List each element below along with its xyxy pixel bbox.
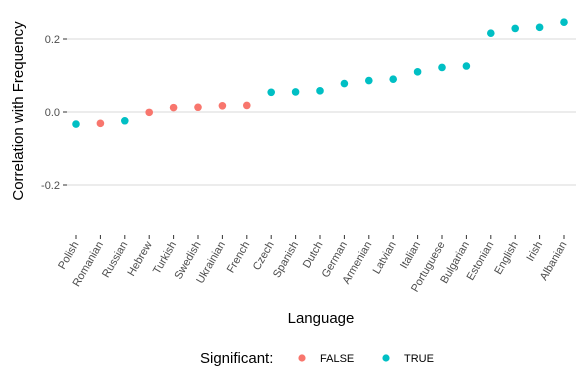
point-romanian [96,119,105,128]
legend-key-false [298,354,306,362]
point-italian [413,68,422,76]
legend-label-false: FALSE [320,353,354,365]
point-english [511,24,519,33]
y-tick-label: 0.2 [45,34,60,46]
legend-key-true [382,354,390,362]
legend-title: Significant: [200,350,273,367]
point-french [243,101,251,110]
point-irish [535,23,544,32]
point-bulgarian [462,62,471,70]
point-estonian [487,29,495,37]
point-polish [72,120,80,128]
point-hebrew [145,108,153,117]
point-german [340,79,349,88]
point-spanish [291,88,300,96]
point-russian [121,116,129,125]
point-albanian [560,18,568,27]
point-swedish [194,103,202,112]
point-latvian [389,75,398,83]
point-armenian [365,76,373,85]
legend: Significant: FALSE TRUE [200,350,434,367]
point-czech [267,88,276,97]
y-tick-label: -0.2 [41,180,60,192]
data-points [72,18,568,128]
y-axis-title: Correlation with Frequency [10,21,27,201]
x-axis-title: Language [288,310,355,327]
point-dutch [316,87,324,95]
legend-label-true: TRUE [404,353,434,365]
y-tick-label: 0.0 [45,107,60,119]
point-portuguese [438,63,446,72]
point-ukrainian [218,101,227,110]
y-axis-ticks: 0.2 0.0 -0.2 [41,34,67,192]
point-turkish [169,103,178,112]
